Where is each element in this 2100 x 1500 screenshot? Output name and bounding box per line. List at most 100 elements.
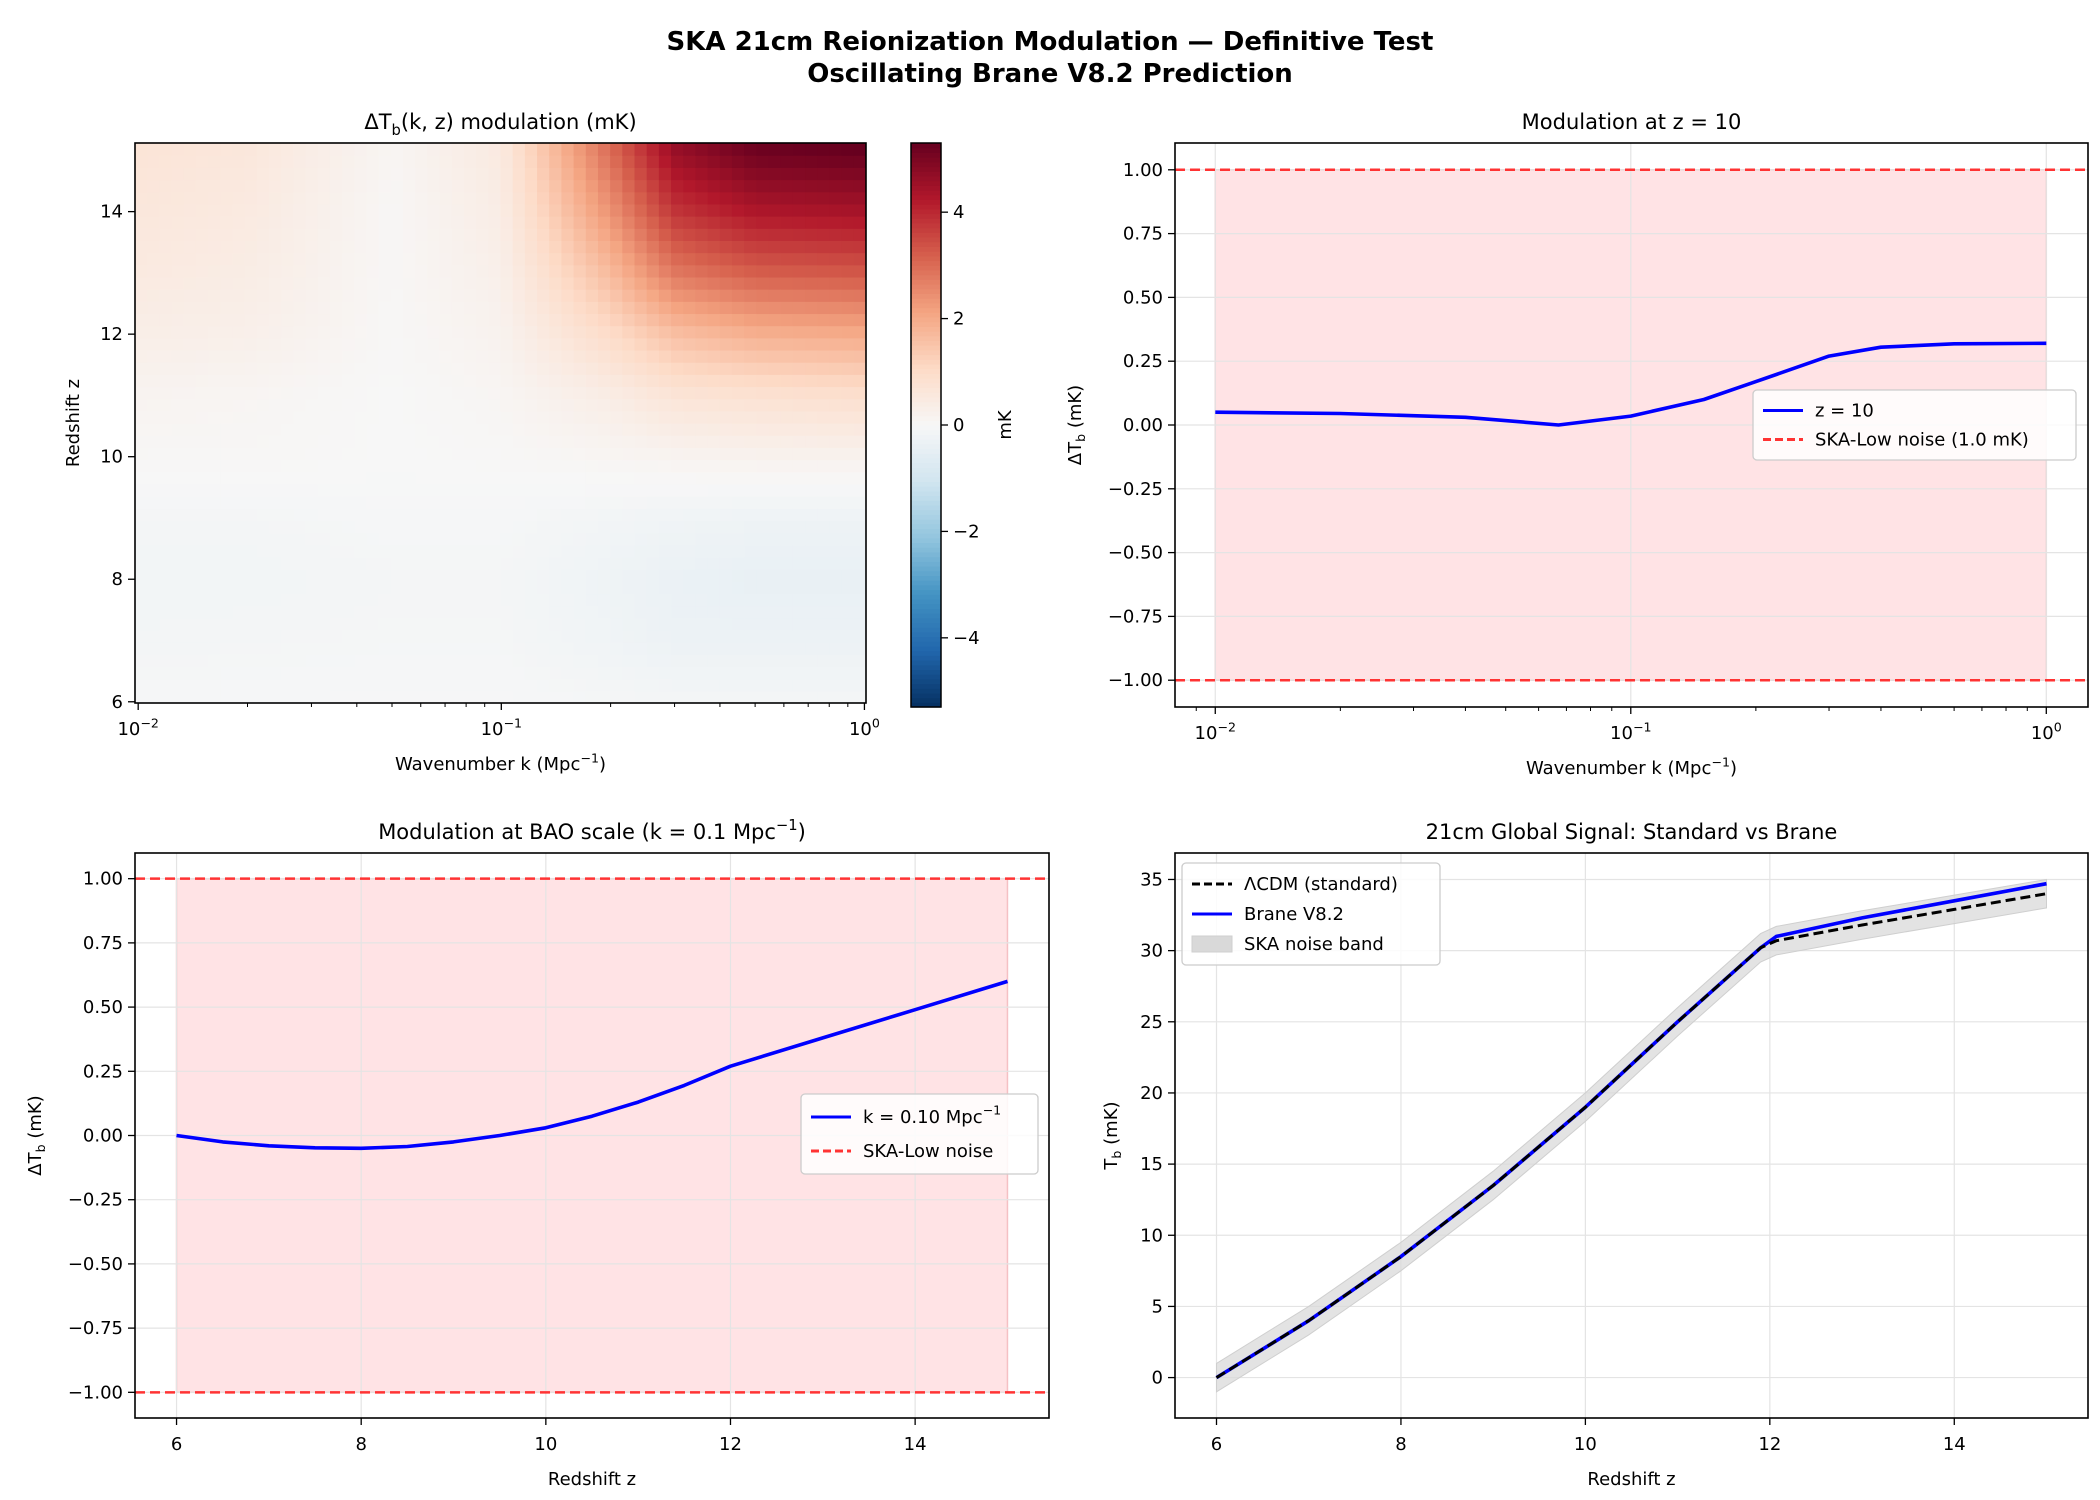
heatmap-cell <box>658 690 672 703</box>
heatmap-cell <box>719 642 733 655</box>
heatmap-cell <box>317 374 331 388</box>
heatmap-cell <box>329 349 343 363</box>
heatmap-cell <box>671 179 684 193</box>
heatmap-cell <box>622 325 636 339</box>
heatmap-cell <box>293 581 307 595</box>
heatmap-cell <box>390 678 404 692</box>
heatmap-cell <box>671 520 684 534</box>
heatmap-cell <box>756 179 770 193</box>
heatmap-cell <box>439 690 453 703</box>
heatmap-cell <box>792 483 806 497</box>
heatmap-cell <box>329 678 343 692</box>
heatmap-cell <box>731 496 745 509</box>
heatmap-cell <box>634 240 648 254</box>
heatmap-cell <box>500 423 514 436</box>
heatmap-cell <box>780 544 794 558</box>
heatmap-cell <box>658 617 672 631</box>
heatmap-cell <box>390 520 404 534</box>
heatmap-cell <box>305 471 319 485</box>
heatmap-cell <box>415 313 428 327</box>
heatmap-cell <box>305 276 319 290</box>
heatmap-cell <box>159 155 173 168</box>
heatmap-cell <box>135 362 148 375</box>
heatmap-cell <box>256 349 270 363</box>
heatmap-cell <box>269 556 282 570</box>
heatmap-cell <box>220 678 234 692</box>
heatmap-cell <box>853 301 866 315</box>
colorbar-swatch <box>911 490 941 497</box>
heatmap-cell <box>439 423 453 436</box>
heatmap-cell <box>756 569 770 582</box>
heatmap-cell <box>195 216 209 229</box>
heatmap-cell <box>281 167 294 181</box>
heatmap-cell <box>695 155 709 168</box>
heatmap-cell <box>451 276 465 290</box>
heatmap-cell <box>159 569 173 582</box>
heatmap-cell <box>451 593 465 607</box>
x-tick-label: 8 <box>1395 1434 1406 1455</box>
heatmap-cell <box>476 520 489 534</box>
heatmap-cell <box>281 642 294 655</box>
heatmap-cell <box>817 678 831 692</box>
heatmap-cell <box>549 423 563 436</box>
heatmap-cell <box>378 629 392 643</box>
heatmap-cell <box>488 581 502 595</box>
axes-frame <box>1174 852 2089 1419</box>
heatmap-cell <box>683 349 697 363</box>
heatmap-cell <box>756 349 770 363</box>
heatmap-cell <box>342 179 355 193</box>
heatmap-cell <box>610 642 623 655</box>
heatmap-cell <box>780 605 794 619</box>
heatmap-cell <box>463 642 477 655</box>
heatmap-cell <box>183 532 197 546</box>
heatmap-cell <box>561 179 575 193</box>
heatmap-cell <box>610 678 623 692</box>
heatmap-cell <box>208 398 221 412</box>
heatmap-cell <box>403 301 416 315</box>
heatmap-cell <box>597 678 611 692</box>
heatmap-cell <box>476 228 489 241</box>
heatmap-cell <box>390 216 404 229</box>
heatmap-cell <box>597 386 611 400</box>
heatmap-cell <box>232 423 246 436</box>
heatmap-cell <box>853 459 866 473</box>
heatmap-cell <box>683 666 697 680</box>
heatmap-cell <box>378 252 392 266</box>
heatmap-cell <box>232 191 246 205</box>
colorbar-swatch <box>911 410 941 417</box>
heatmap-cell <box>183 143 197 156</box>
heatmap-cell <box>805 569 818 582</box>
heatmap-cell <box>634 678 648 692</box>
heatmap-cell <box>232 179 246 193</box>
heatmap-cell <box>415 642 428 655</box>
heatmap-cell <box>768 155 782 168</box>
heatmap-cell <box>427 556 441 570</box>
heatmap-cell <box>171 349 185 363</box>
heatmap-cell <box>731 483 745 497</box>
heatmap-cell <box>293 386 307 400</box>
heatmap-cell <box>646 276 660 290</box>
heatmap-cell <box>305 459 319 473</box>
heatmap-cell <box>488 374 502 388</box>
heatmap-cell <box>512 544 526 558</box>
heatmap-cell <box>634 313 648 327</box>
heatmap-cell <box>768 666 782 680</box>
heatmap-cell <box>342 435 355 448</box>
heatmap-cell <box>573 240 587 254</box>
colorbar-swatch <box>911 199 941 205</box>
heatmap-cell <box>707 520 721 534</box>
heatmap-cell <box>841 496 855 509</box>
heatmap-cell <box>183 386 197 400</box>
colorbar-swatch <box>911 476 941 482</box>
heatmap-cell <box>293 459 307 473</box>
heatmap-cell <box>597 593 611 607</box>
heatmap-cell <box>476 325 489 339</box>
heatmap-cell <box>342 264 355 278</box>
heatmap-cell <box>256 544 270 558</box>
heatmap-cell <box>524 642 538 655</box>
heatmap-cell <box>463 581 477 595</box>
heatmap-cell <box>537 337 550 351</box>
heatmap-cell <box>159 654 173 668</box>
heatmap-cell <box>317 556 331 570</box>
